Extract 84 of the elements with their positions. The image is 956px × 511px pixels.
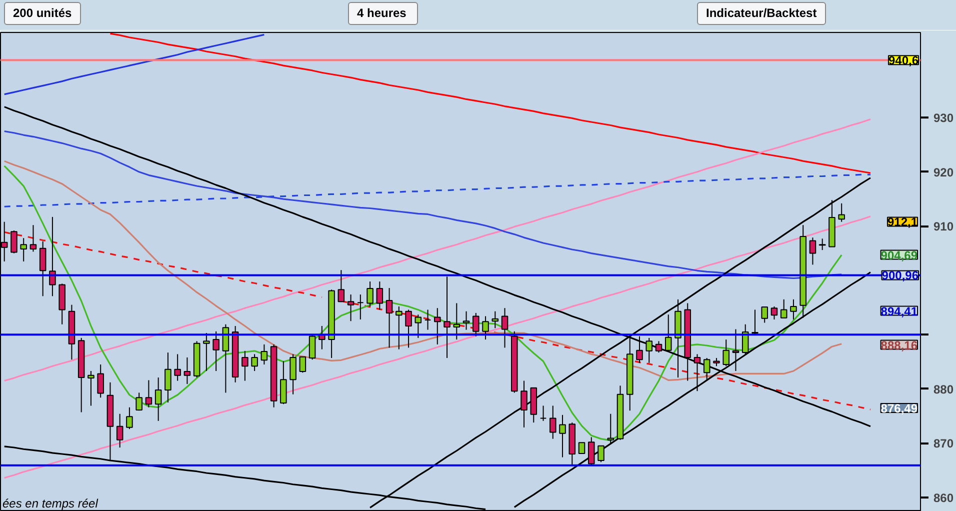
text: Indicateur/Backtest	[697, 2, 826, 26]
candlestick	[290, 354, 296, 395]
candlestick	[809, 237, 816, 266]
line-series	[4, 174, 872, 208]
ref-line-label: 940,6	[888, 54, 919, 68]
line-series	[4, 130, 842, 280]
candlestick	[260, 344, 268, 365]
candlestick	[212, 330, 220, 372]
candlestick	[752, 309, 758, 336]
candlestick	[357, 294, 364, 320]
candlestick	[338, 270, 345, 303]
text: 200 unités	[4, 2, 81, 26]
candlestick	[39, 240, 46, 297]
candlestick	[203, 332, 210, 372]
candlestick	[242, 350, 248, 382]
candlestick	[308, 334, 316, 360]
candlestick	[414, 314, 422, 338]
candlestick	[732, 328, 740, 372]
candlestick	[482, 316, 489, 340]
candlestick	[598, 445, 604, 463]
candlestick	[386, 288, 393, 348]
candlestick	[492, 310, 499, 329]
y-tick-label: 920	[934, 165, 954, 180]
candlestick	[838, 202, 845, 222]
candlestick	[10, 230, 18, 254]
y-tick-label: 870	[934, 436, 954, 451]
text: 912,1	[887, 215, 918, 230]
candlestick	[501, 308, 508, 348]
candlestick	[405, 309, 412, 348]
candlestick	[88, 370, 94, 406]
candlestick	[164, 352, 172, 403]
annotation: ées en temps réel	[2, 496, 98, 510]
text: 4 heures	[348, 2, 418, 26]
candlestick	[366, 280, 374, 307]
candlestick	[559, 414, 566, 458]
candlestick	[145, 380, 152, 408]
candlestick	[780, 298, 788, 318]
candlestick	[790, 298, 797, 320]
candlestick	[396, 306, 402, 350]
candlestick	[636, 336, 643, 364]
candlestick	[126, 406, 133, 430]
y-tick-label: 860	[934, 490, 954, 505]
candlestick	[664, 314, 672, 352]
candlestick	[588, 436, 595, 466]
candlestick	[694, 354, 701, 392]
y-tick-label: 930	[934, 111, 954, 126]
candlestick	[424, 309, 432, 330]
line-series	[109, 32, 872, 174]
y-tick-label: 880	[934, 382, 954, 396]
candlestick	[97, 364, 104, 398]
candlestick	[174, 354, 181, 382]
candlestick	[184, 356, 191, 385]
candlestick	[818, 238, 826, 251]
candlestick	[453, 302, 460, 340]
candlestick	[30, 224, 37, 252]
line-series	[4, 216, 872, 479]
candlestick	[722, 339, 730, 367]
line-series	[4, 118, 872, 382]
candlestick	[540, 405, 547, 422]
candlestick	[299, 356, 306, 374]
line-series	[4, 34, 265, 96]
candlestick	[607, 413, 614, 445]
candlestick	[280, 360, 287, 405]
candlestick	[472, 312, 480, 337]
candlestick	[116, 413, 124, 448]
candlestick	[520, 380, 528, 428]
candlestick	[655, 340, 662, 354]
candlestick	[376, 280, 384, 310]
candlestick	[703, 357, 710, 382]
candlestick	[444, 276, 450, 358]
candlestick	[646, 337, 653, 364]
candlestick	[154, 377, 162, 422]
line-series	[4, 165, 842, 442]
line-series	[4, 160, 842, 382]
candlestick	[761, 306, 768, 324]
candlestick	[251, 354, 258, 372]
candlestick	[462, 310, 470, 330]
candlestick	[550, 405, 556, 440]
candlestick	[20, 238, 27, 262]
candlestick	[770, 306, 778, 320]
y-tick-label: 910	[934, 220, 954, 234]
candlestick	[347, 294, 354, 322]
candlestick	[434, 308, 441, 345]
candlestick	[136, 392, 142, 412]
